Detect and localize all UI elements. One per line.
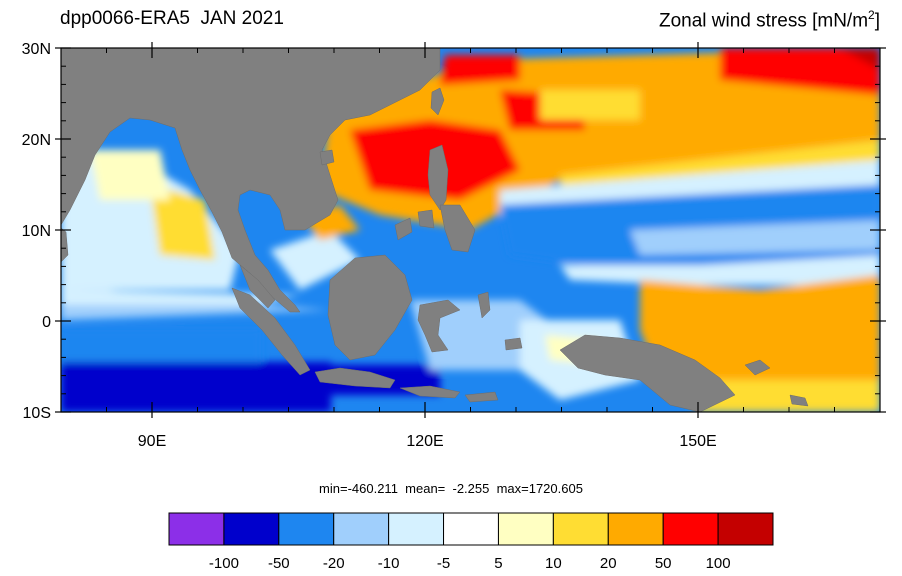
lat-tick-label: 0 xyxy=(42,314,51,331)
lat-tick-label: 10N xyxy=(22,223,51,240)
colorbar-label: -100 xyxy=(209,555,239,572)
variable-title-end: ] xyxy=(874,10,880,32)
colorbar-label: 10 xyxy=(545,555,562,572)
colorbar-box xyxy=(497,512,554,546)
colorbar-label: -20 xyxy=(323,555,345,572)
colorbar-box xyxy=(333,512,390,546)
unit-superscript: 2 xyxy=(868,8,875,22)
colorbar-box xyxy=(388,512,445,546)
colorbar-label: 50 xyxy=(655,555,672,572)
wind-stress-field xyxy=(61,48,880,412)
lon-tick-label: 120E xyxy=(406,433,443,450)
colorbar-label: -10 xyxy=(378,555,400,572)
lat-tick-label: 10S xyxy=(23,405,51,422)
colorbar-box xyxy=(662,512,719,546)
lon-tick-label: 90E xyxy=(138,433,166,450)
colorbar-box xyxy=(552,512,609,546)
colorbar: -100 -50 -20 -10 -5 5 10 20 50 100 xyxy=(168,512,774,572)
colorbar-label: 20 xyxy=(600,555,617,572)
stats-summary: min=-460.211 mean= -2.255 max=1720.605 xyxy=(319,481,583,496)
map-axes: 30N 20N 10N 0 10S 90E 120E 150E xyxy=(22,41,886,450)
variable-title-text: Zonal wind stress [mN/m xyxy=(658,10,869,32)
colorbar-label: -5 xyxy=(437,555,450,572)
colorbar-box xyxy=(168,512,225,546)
lat-tick-label: 30N xyxy=(22,41,51,58)
colorbar-label: -50 xyxy=(268,555,290,572)
lon-tick-label: 150E xyxy=(679,433,716,450)
variable-title: Zonal wind stress [mN/m2] xyxy=(659,8,880,32)
colorbar-box xyxy=(223,512,280,546)
colorbar-box xyxy=(278,512,335,546)
colorbar-label: 100 xyxy=(706,555,731,572)
colorbar-box xyxy=(443,512,499,546)
lat-tick-label: 20N xyxy=(22,132,51,149)
plot-title: dpp0066-ERA5 JAN 2021 xyxy=(60,8,284,29)
colorbar-box xyxy=(717,512,774,546)
colorbar-box xyxy=(607,512,664,546)
land xyxy=(61,48,809,412)
colorbar-label: 5 xyxy=(494,555,502,572)
